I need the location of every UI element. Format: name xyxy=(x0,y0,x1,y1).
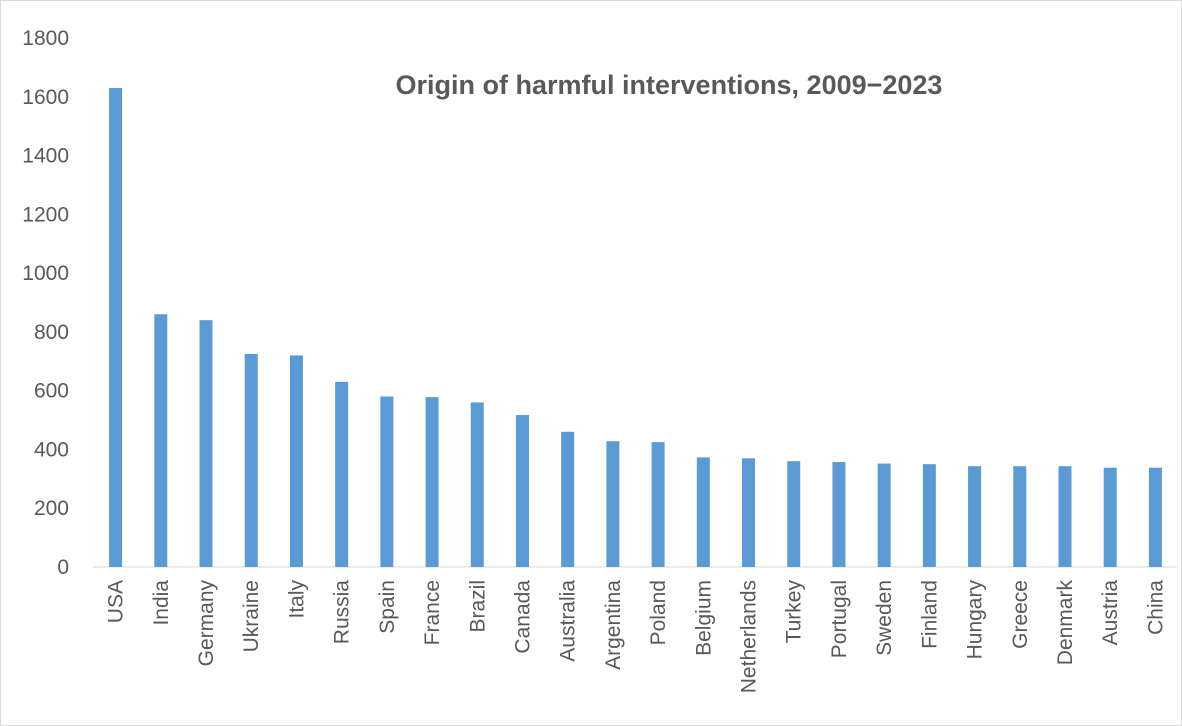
bar xyxy=(289,355,303,567)
category-label: Turkey xyxy=(783,580,806,644)
y-tick-label: 200 xyxy=(34,497,69,520)
bar xyxy=(1013,466,1027,567)
bar xyxy=(335,381,349,567)
category-label: Greece xyxy=(1009,580,1032,649)
bar xyxy=(877,463,891,567)
bar xyxy=(244,353,258,567)
bars xyxy=(109,87,1162,567)
bar xyxy=(968,466,982,567)
y-tick-label: 1000 xyxy=(22,262,69,285)
y-axis: 0 200 400 600 800 1000 1200 1400 1600 1800 xyxy=(22,27,69,579)
y-tick-label: 1800 xyxy=(22,27,69,50)
chart-title: Origin of harmful interventions, 2009−20… xyxy=(396,70,943,100)
bar xyxy=(606,441,620,567)
category-label: Germany xyxy=(195,580,218,667)
category-label: Poland xyxy=(647,580,670,645)
category-labels: USA India Germany Ukraine Italy Russia Spain Fr… xyxy=(105,580,1168,694)
y-tick-label: 1200 xyxy=(22,203,69,226)
bar xyxy=(1058,466,1072,567)
category-label: Australia xyxy=(557,580,580,662)
category-label: Sweden xyxy=(873,580,896,656)
category-label: Belgium xyxy=(692,580,715,656)
category-label: Denmark xyxy=(1054,580,1077,666)
y-tick-label: 0 xyxy=(57,556,69,579)
bar xyxy=(561,431,575,567)
y-tick-label: 800 xyxy=(34,321,69,344)
category-label: Hungary xyxy=(964,580,987,660)
bar xyxy=(515,415,529,567)
category-label: Netherlands xyxy=(738,580,761,693)
category-label: China xyxy=(1144,580,1167,635)
y-tick-label: 400 xyxy=(34,438,69,461)
bar xyxy=(651,442,665,567)
y-tick-label: 1400 xyxy=(22,145,69,168)
category-label: Spain xyxy=(376,580,399,634)
bar xyxy=(742,458,756,567)
category-label: Ukraine xyxy=(240,580,263,652)
category-label: Portugal xyxy=(828,580,851,658)
bar xyxy=(1148,467,1162,567)
bar xyxy=(696,457,710,567)
category-label: USA xyxy=(105,580,128,623)
category-label: Canada xyxy=(511,580,534,654)
bar xyxy=(787,461,801,567)
category-label: Russia xyxy=(331,580,354,645)
category-label: Italy xyxy=(285,580,308,619)
bar xyxy=(922,464,936,567)
category-label: Austria xyxy=(1099,580,1122,646)
y-tick-label: 1600 xyxy=(22,86,69,109)
category-label: Brazil xyxy=(466,580,489,633)
bar xyxy=(199,320,213,567)
bar xyxy=(832,462,846,567)
bar xyxy=(109,87,123,567)
bar xyxy=(154,314,168,567)
bar xyxy=(470,402,484,567)
category-label: France xyxy=(421,580,444,645)
bar xyxy=(425,397,439,567)
bar xyxy=(380,396,394,567)
y-tick-label: 600 xyxy=(34,380,69,403)
category-label: Argentina xyxy=(602,580,625,670)
category-label: India xyxy=(150,580,173,626)
bar xyxy=(1103,467,1117,567)
category-label: Finland xyxy=(918,580,941,649)
